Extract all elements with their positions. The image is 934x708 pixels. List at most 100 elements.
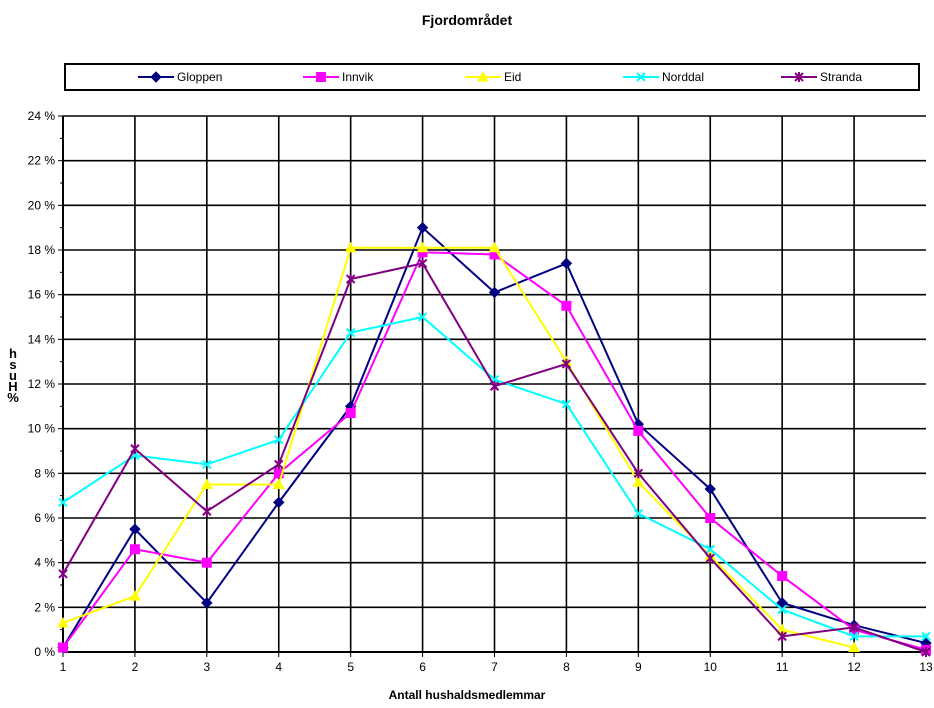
data-point-innvik <box>201 557 212 568</box>
y-tick-label: 18 % <box>28 243 56 257</box>
data-point-innvik <box>561 300 572 311</box>
series-stranda <box>58 258 931 657</box>
data-point-norddal <box>561 399 572 409</box>
y-tick-label: 22 % <box>28 154 56 168</box>
legend-items: Gloppen Innvik Eid Norddal Stranda <box>66 65 918 89</box>
x-axis-title: Antall hushaldsmedlemmar <box>388 688 546 702</box>
data-point-eid <box>272 478 285 489</box>
y-tick-label: 24 % <box>28 109 56 123</box>
series-line-eid <box>62 246 855 649</box>
series-norddal <box>58 312 931 642</box>
legend-swatch-stranda <box>781 72 817 82</box>
x-tick-label: 10 <box>704 660 718 674</box>
legend-marker <box>794 72 804 82</box>
legend-label-norddal: Norddal <box>662 70 705 84</box>
x-tick-label: 4 <box>275 660 282 674</box>
x-tick-label: 6 <box>419 660 426 674</box>
y-axis-title-letter: H <box>8 379 18 394</box>
data-point-norddal <box>777 604 787 615</box>
legend-label-innvik: Innvik <box>342 70 374 84</box>
data-point-eid <box>344 241 357 253</box>
data-point-norddal <box>202 459 212 470</box>
legend-entry-stranda: Stranda <box>781 65 862 89</box>
data-point-norddal <box>705 544 715 554</box>
data-point-innvik <box>633 425 644 436</box>
legend-label-gloppen: Gloppen <box>177 70 223 84</box>
data-point-gloppen <box>129 523 141 535</box>
data-point-stranda <box>345 274 356 285</box>
y-axis-title: h s u H% <box>6 346 20 405</box>
data-point-gloppen <box>776 597 788 609</box>
data-point-gloppen <box>488 286 501 299</box>
data-point-eid <box>200 478 213 489</box>
data-point-gloppen <box>201 597 213 609</box>
y-tick-label: 16 % <box>28 288 56 302</box>
data-point-stranda <box>921 647 931 657</box>
data-point-stranda <box>849 622 859 633</box>
y-tick-label: 0 % <box>34 645 55 659</box>
data-point-stranda <box>274 459 284 470</box>
x-tick-label: 8 <box>563 660 570 674</box>
data-point-norddal <box>921 631 931 642</box>
data-point-norddal <box>274 435 284 445</box>
data-point-stranda <box>202 506 212 517</box>
legend-marker <box>150 71 162 83</box>
data-point-norddal <box>633 508 644 519</box>
legend-entry-gloppen: Gloppen <box>138 65 222 89</box>
data-point-stranda <box>633 468 644 479</box>
data-point-eid <box>416 241 429 253</box>
data-point-innvik <box>705 513 716 523</box>
y-tick-label: 4 % <box>34 556 55 570</box>
x-tick-label: 9 <box>635 660 642 674</box>
data-point-norddal <box>345 327 356 338</box>
data-point-eid <box>129 590 141 601</box>
x-tick-label: 2 <box>132 660 139 674</box>
data-point-gloppen <box>273 496 285 509</box>
data-point-eid <box>488 241 501 253</box>
legend-marker <box>316 72 326 82</box>
data-point-eid <box>57 616 69 628</box>
data-point-stranda <box>489 381 500 392</box>
data-point-norddal <box>417 312 428 322</box>
y-tick-label: 12 % <box>28 377 56 391</box>
y-axis-title-letter: s <box>9 357 17 372</box>
data-point-stranda <box>561 358 572 369</box>
legend-marker <box>477 70 489 82</box>
y-axis-title-letter: u <box>9 368 17 383</box>
data-point-stranda <box>417 258 428 269</box>
series-innvik <box>58 247 931 655</box>
legend-swatch-gloppen <box>138 71 174 83</box>
legend-label-eid: Eid <box>504 70 522 84</box>
legend-swatch-innvik <box>303 72 339 82</box>
y-tick-label: 8 % <box>34 466 55 480</box>
data-point-gloppen <box>416 221 429 234</box>
x-tick-label: 13 <box>919 660 933 674</box>
x-tick-label: 3 <box>203 660 210 674</box>
y-tick-label: 20 % <box>28 198 56 212</box>
data-point-stranda <box>58 568 68 579</box>
data-point-norddal <box>58 497 68 508</box>
x-tick-label: 11 <box>776 660 789 674</box>
data-point-innvik <box>58 642 68 653</box>
legend-entry-innvik: Innvik <box>303 65 373 89</box>
y-axis-title-letter: h <box>9 346 17 361</box>
legend-swatch-norddal <box>623 72 659 82</box>
data-point-gloppen <box>560 257 573 270</box>
y-tick-label: 14 % <box>28 332 56 346</box>
legend-marker <box>636 72 646 82</box>
x-tick-label: 5 <box>347 660 354 674</box>
data-point-eid <box>848 641 860 653</box>
y-tick-label: 2 % <box>34 600 55 614</box>
legend-entry-eid: Eid <box>465 65 521 89</box>
legend-label-stranda: Stranda <box>820 70 863 84</box>
y-tick-label: 10 % <box>28 422 56 436</box>
legend-swatch-eid <box>465 70 501 82</box>
y-axis-title-letter: % <box>7 390 19 405</box>
data-point-innvik <box>129 544 140 555</box>
data-point-stranda <box>705 553 715 564</box>
y-tick-label: 6 % <box>34 511 55 525</box>
series-eid <box>57 241 860 653</box>
data-point-norddal <box>849 631 859 642</box>
legend-entry-norddal: Norddal <box>623 65 704 89</box>
